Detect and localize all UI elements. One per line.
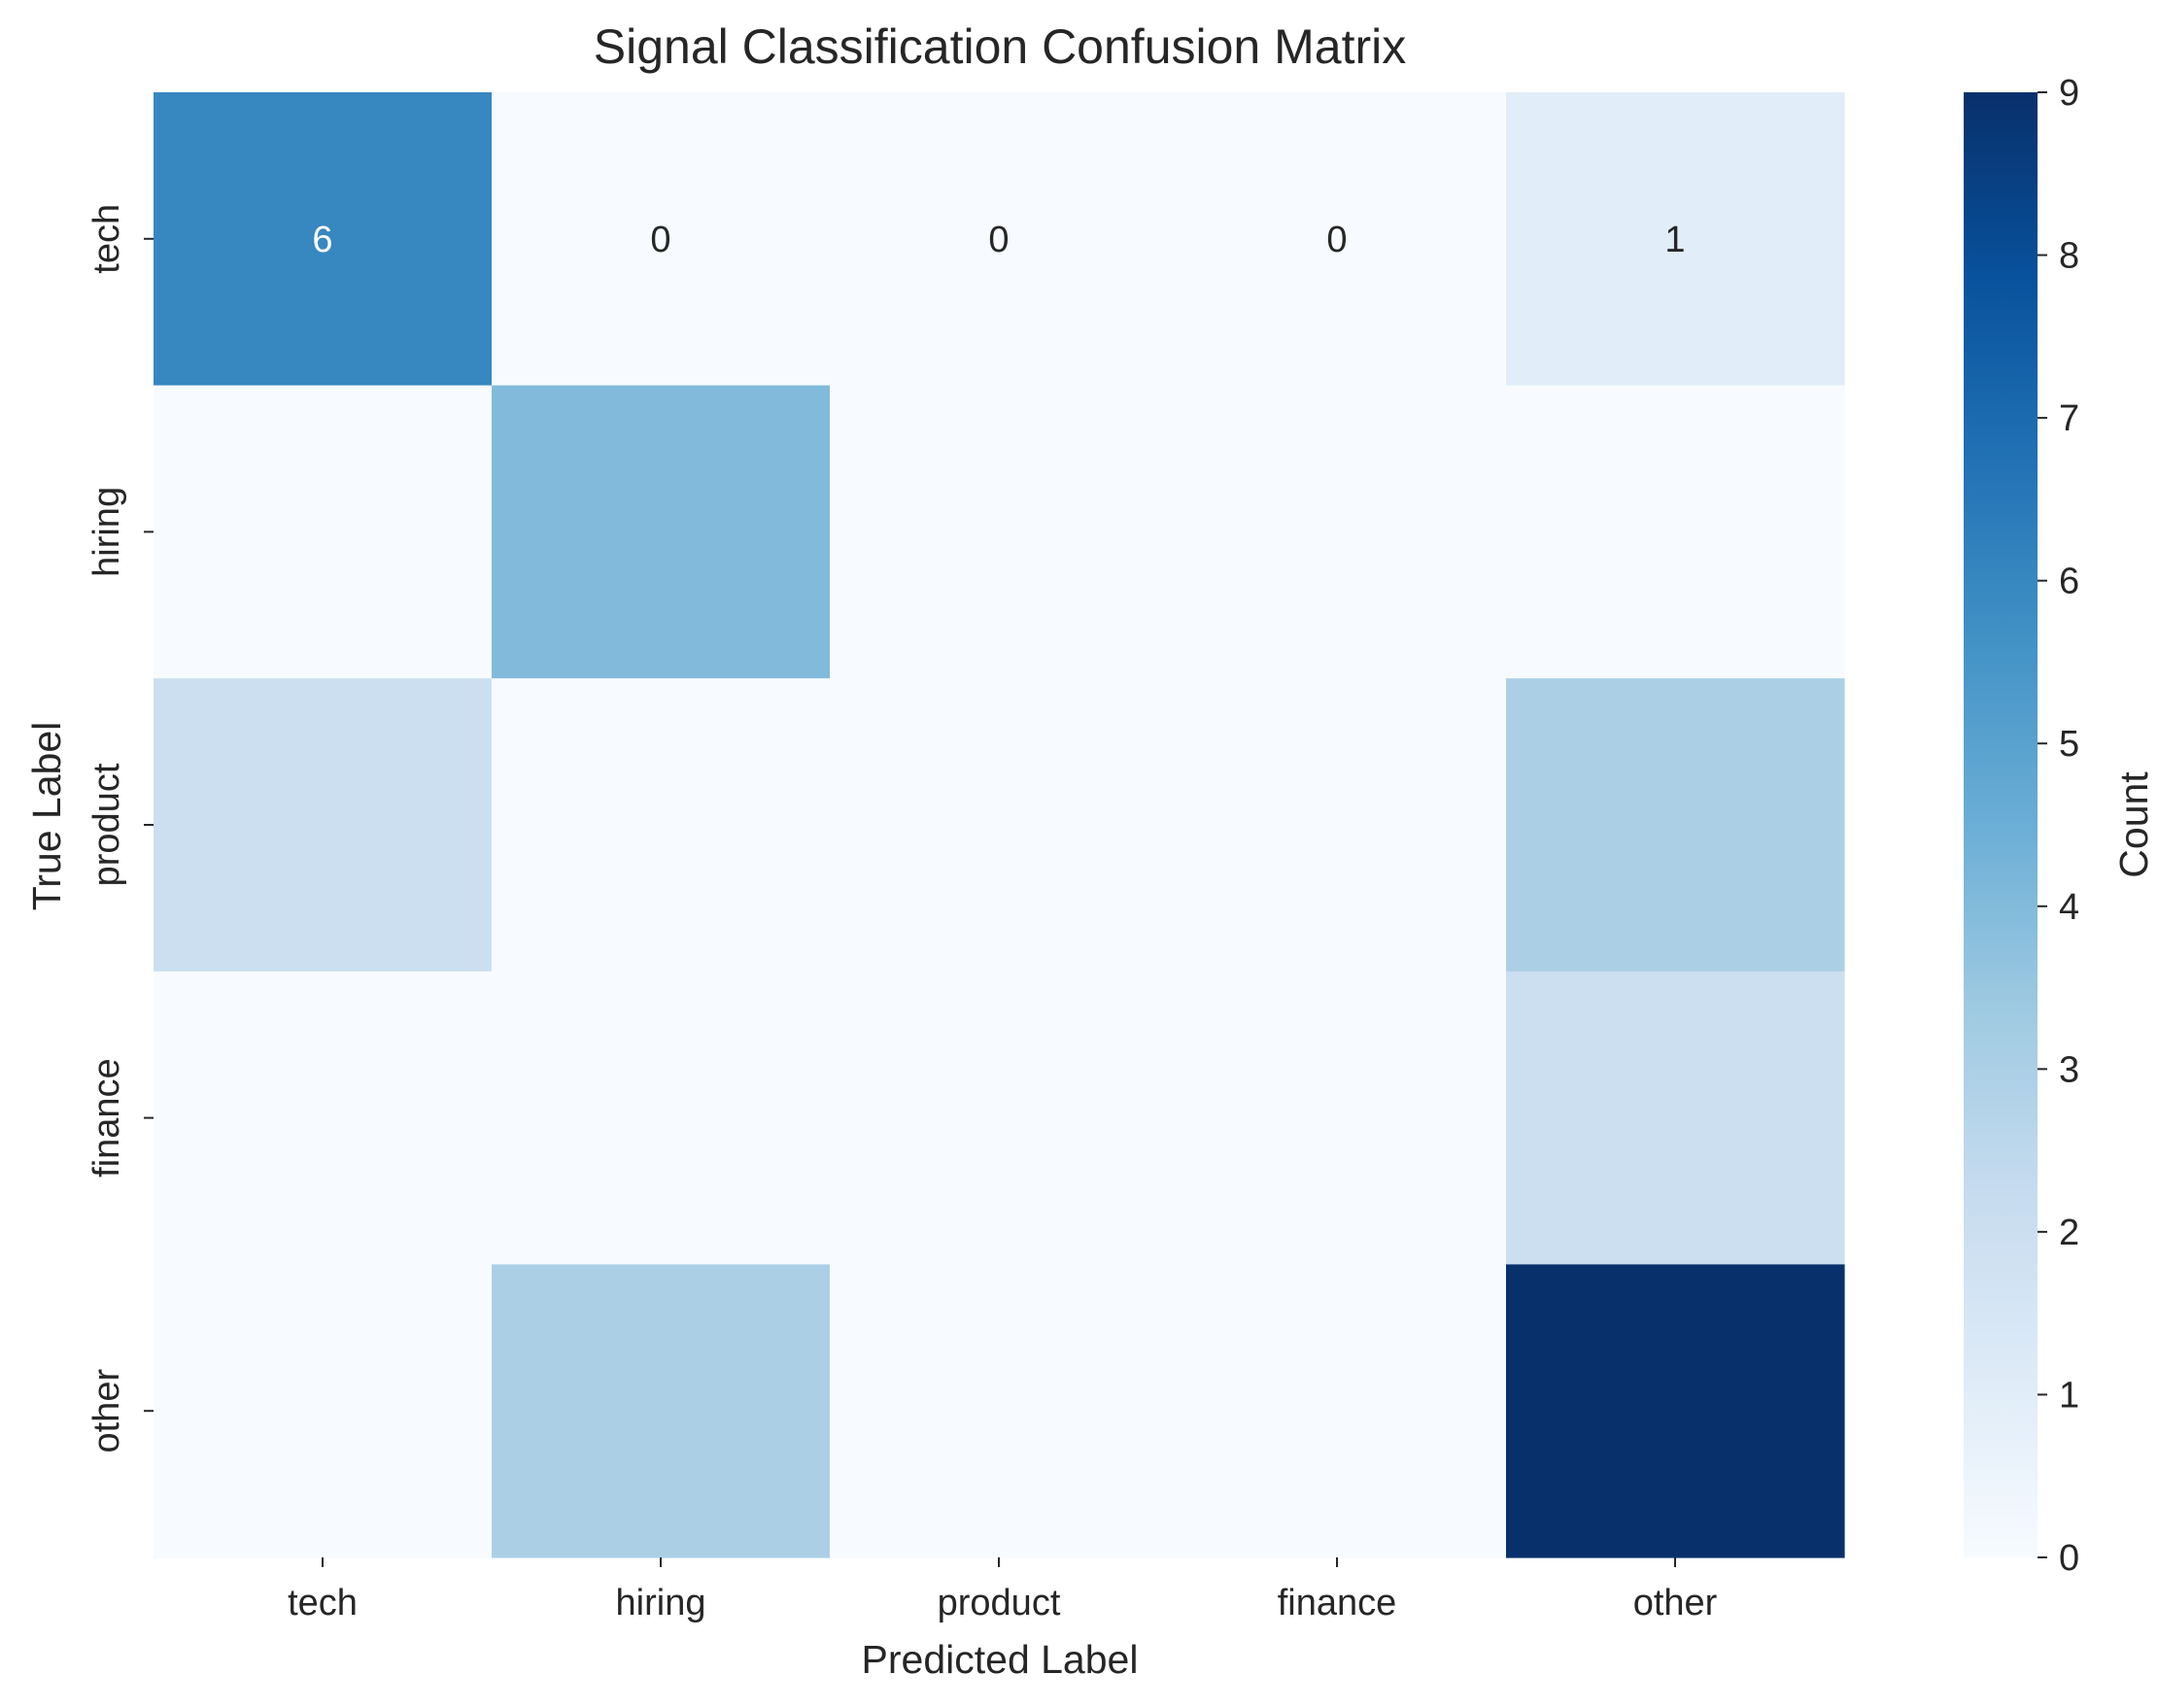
- heatmap-cell-other-product: [830, 1264, 1169, 1558]
- colorbar-tick-label: 7: [2059, 398, 2079, 439]
- heatmap-cell-hiring-product: [830, 385, 1169, 679]
- heatmap-cell-tech-tech: [154, 92, 493, 387]
- y-tick-label: hiring: [86, 487, 127, 577]
- colorbar-tick-label: 4: [2059, 887, 2079, 928]
- cell-annotation: 6: [312, 220, 332, 260]
- heatmap-cell-tech-product: [830, 92, 1169, 387]
- heatmap-cell-finance-tech: [154, 971, 493, 1265]
- heatmap-cell-hiring-tech: [154, 385, 493, 679]
- heatmap-cell-product-hiring: [492, 678, 831, 973]
- colorbar: [1964, 92, 2038, 1557]
- heatmap-cell-finance-product: [830, 971, 1169, 1265]
- heatmap-cell-finance-other: [1506, 971, 1845, 1265]
- heatmap-cell-hiring-other: [1506, 385, 1845, 679]
- x-tick-label: hiring: [616, 1583, 706, 1623]
- y-tick-label: tech: [86, 204, 127, 274]
- x-tick-label: finance: [1278, 1583, 1397, 1623]
- x-axis-label: Predicted Label: [862, 1637, 1139, 1682]
- heatmap-cell-product-tech: [154, 678, 493, 973]
- y-axis-label: True Label: [24, 722, 69, 911]
- heatmap-cell-hiring-hiring: [492, 385, 831, 679]
- heatmap-cell-product-finance: [1168, 678, 1507, 973]
- heatmap-cell-tech-hiring: [492, 92, 831, 387]
- cell-annotation: 0: [988, 220, 1009, 260]
- cell-annotation: 1: [1664, 220, 1685, 260]
- heatmap-cell-tech-other: [1506, 92, 1845, 387]
- heatmap-cell-tech-finance: [1168, 92, 1507, 387]
- heatmap-cell-other-other: [1506, 1264, 1845, 1558]
- x-tick-label: product: [938, 1583, 1061, 1623]
- x-axis-ticks: tech hiring product finance other: [288, 1557, 1718, 1623]
- heatmap-cell-product-product: [830, 678, 1169, 973]
- heatmap-cells: [154, 92, 1845, 1558]
- y-axis-ticks: tech hiring product finance other: [86, 204, 154, 1453]
- colorbar-tick-label: 9: [2059, 73, 2079, 114]
- colorbar-label: Count: [2111, 771, 2156, 878]
- y-tick-label: finance: [86, 1058, 127, 1178]
- chart-title: Signal Classification Confusion Matrix: [594, 19, 1406, 74]
- colorbar-tick-label: 3: [2059, 1049, 2079, 1090]
- heatmap-annotations: 6 0 0 0 1: [312, 220, 1685, 260]
- x-tick-label: other: [1633, 1583, 1718, 1623]
- colorbar-tick-label: 6: [2059, 562, 2079, 602]
- y-tick-label: other: [86, 1369, 127, 1453]
- heatmap-cell-other-hiring: [492, 1264, 831, 1558]
- cell-annotation: 0: [1326, 220, 1347, 260]
- heatmap-cell-finance-hiring: [492, 971, 831, 1265]
- x-tick-label: tech: [288, 1583, 358, 1623]
- colorbar-tick-label: 2: [2059, 1213, 2079, 1253]
- heatmap-cell-other-finance: [1168, 1264, 1507, 1558]
- colorbar-tick-label: 8: [2059, 236, 2079, 277]
- heatmap-cell-finance-finance: [1168, 971, 1507, 1265]
- heatmap-cell-other-tech: [154, 1264, 493, 1558]
- colorbar-ticks: 0 1 2 3 4 5 6 7 8 9: [2038, 73, 2079, 1579]
- colorbar-tick-label: 0: [2059, 1538, 2079, 1579]
- y-tick-label: product: [86, 763, 127, 886]
- colorbar-tick-label: 1: [2059, 1375, 2079, 1416]
- heatmap-cell-hiring-finance: [1168, 385, 1507, 679]
- colorbar-tick-label: 5: [2059, 724, 2079, 765]
- cell-annotation: 0: [650, 220, 670, 260]
- heatmap-cell-product-other: [1506, 678, 1845, 973]
